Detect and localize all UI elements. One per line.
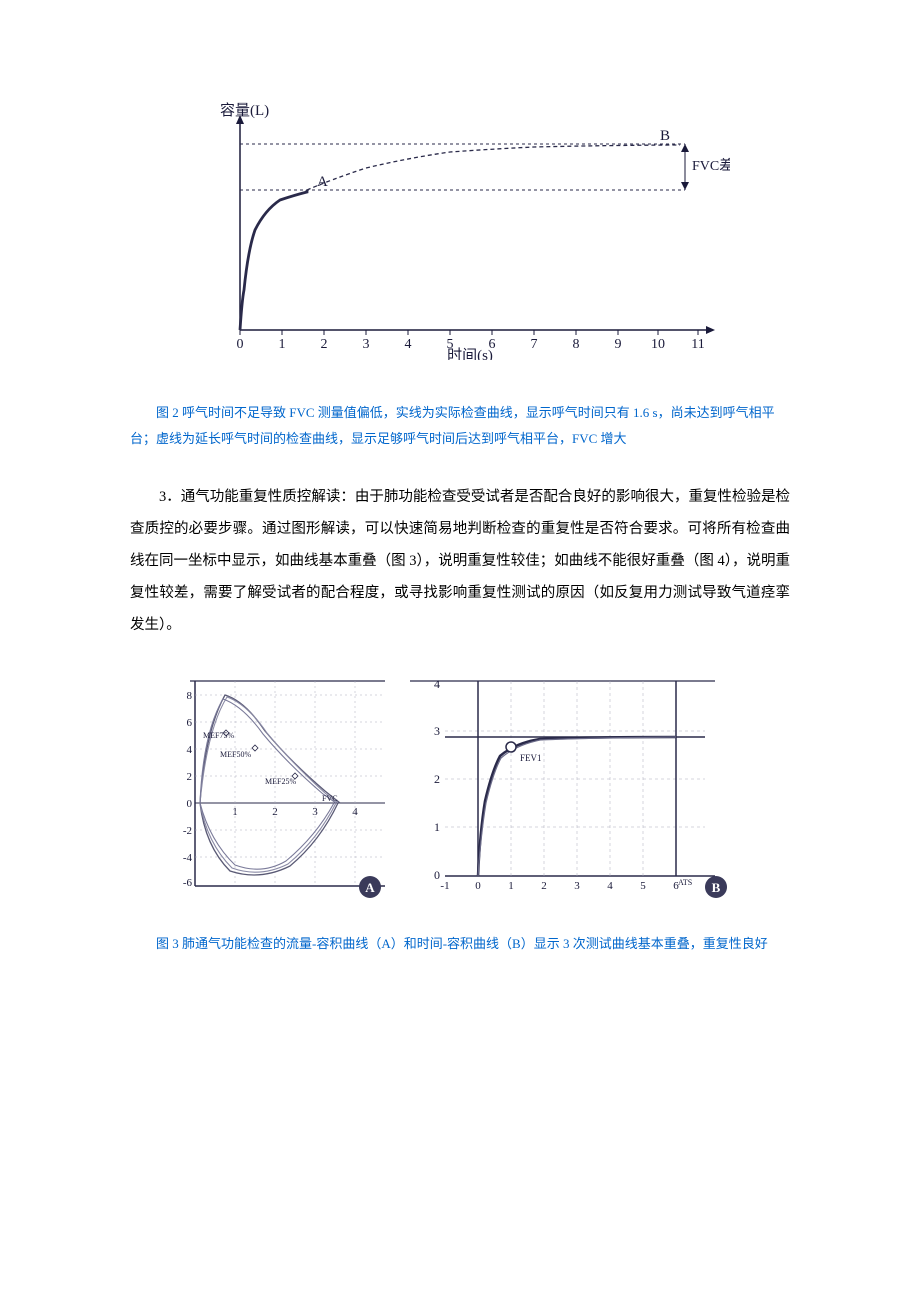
svg-text:7: 7 bbox=[531, 337, 538, 352]
svg-text:4: 4 bbox=[187, 744, 193, 756]
figure-2-caption: 图 2 呼气时间不足导致 FVC 测量值偏低，实线为实际检查曲线，显示呼气时间只… bbox=[130, 400, 790, 452]
figure-2-container: 容量(L) 0 1 2 3 4 5 6 7 8 9 10 11 时间(s) A … bbox=[130, 100, 790, 360]
chart1-label-b: B bbox=[660, 128, 670, 144]
svg-text:MEF75%: MEF75% bbox=[203, 731, 234, 740]
svg-text:-4: -4 bbox=[183, 852, 193, 864]
svg-text:0: 0 bbox=[434, 868, 440, 882]
svg-text:0: 0 bbox=[475, 880, 481, 892]
svg-text:-6: -6 bbox=[183, 877, 193, 889]
chart3b-fev1-label: FEV1 bbox=[520, 753, 542, 763]
svg-text:1: 1 bbox=[508, 880, 514, 892]
svg-text:2: 2 bbox=[321, 337, 328, 352]
chart1-diff-label: FVC差值 bbox=[692, 158, 730, 174]
svg-text:3: 3 bbox=[434, 724, 440, 738]
svg-text:9: 9 bbox=[615, 337, 622, 352]
svg-text:0: 0 bbox=[237, 337, 244, 352]
svg-text:1: 1 bbox=[279, 337, 286, 352]
svg-text:2: 2 bbox=[541, 880, 547, 892]
svg-text:8: 8 bbox=[573, 337, 580, 352]
figure-3-caption: 图 3 肺通气功能检查的流量-容积曲线（A）和时间-容积曲线（B）显示 3 次测… bbox=[130, 931, 790, 957]
badge-b: B bbox=[712, 880, 721, 895]
svg-text:0: 0 bbox=[187, 798, 193, 810]
svg-text:FVC: FVC bbox=[322, 794, 338, 803]
svg-text:5: 5 bbox=[640, 880, 646, 892]
svg-text:MEF50%: MEF50% bbox=[220, 750, 251, 759]
svg-text:2: 2 bbox=[434, 772, 440, 786]
svg-text:3: 3 bbox=[363, 337, 370, 352]
svg-text:-2: -2 bbox=[183, 825, 192, 837]
svg-text:1: 1 bbox=[434, 820, 440, 834]
svg-text:3: 3 bbox=[574, 880, 580, 892]
figure-3-container: 8 6 4 2 0 -2 -4 -6 1 2 3 4 bbox=[170, 671, 790, 901]
paragraph-3: 3．通气功能重复性质控解读：由于肺功能检查受受试者是否配合良好的影响很大，重复性… bbox=[130, 482, 790, 641]
chart3b-ats-label: ATS bbox=[678, 878, 692, 887]
svg-text:4: 4 bbox=[607, 880, 613, 892]
svg-text:6: 6 bbox=[187, 717, 193, 729]
figure-2-chart: 容量(L) 0 1 2 3 4 5 6 7 8 9 10 11 时间(s) A … bbox=[190, 100, 730, 360]
figure-3a-chart: 8 6 4 2 0 -2 -4 -6 1 2 3 4 bbox=[170, 671, 400, 901]
svg-text:11: 11 bbox=[691, 337, 704, 352]
svg-text:4: 4 bbox=[405, 337, 412, 352]
chart1-xlabel: 时间(s) bbox=[447, 347, 493, 360]
badge-a: A bbox=[365, 880, 375, 895]
svg-text:MEF25%: MEF25% bbox=[265, 777, 296, 786]
svg-text:10: 10 bbox=[651, 337, 665, 352]
chart1-ylabel: 容量(L) bbox=[220, 102, 269, 119]
figure-3b-chart: 4 3 2 1 0 -1 0 1 2 3 4 5 6 7 FEV1 bbox=[400, 671, 730, 901]
svg-text:4: 4 bbox=[434, 677, 440, 691]
svg-text:8: 8 bbox=[187, 690, 193, 702]
svg-text:2: 2 bbox=[187, 771, 193, 783]
svg-text:-1: -1 bbox=[440, 880, 449, 892]
